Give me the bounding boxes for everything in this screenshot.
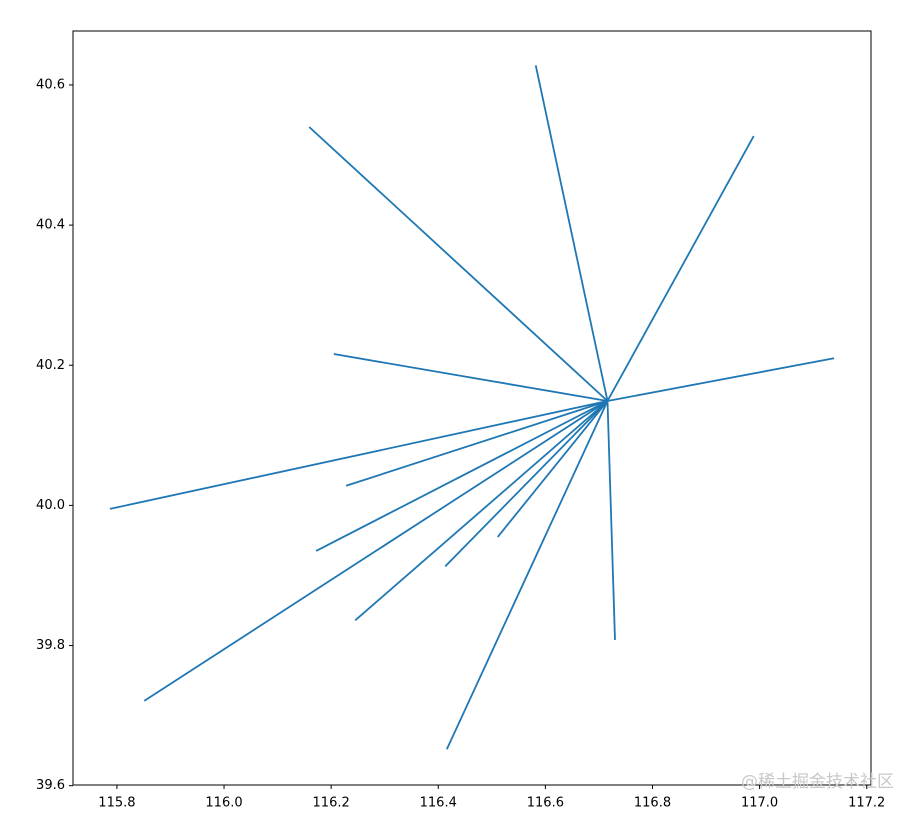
data-line [444,400,609,567]
data-line [446,400,609,750]
data-line [497,400,609,538]
y-tick-label: 40.6 [36,77,65,92]
x-tick-label: 116.0 [205,796,242,811]
y-tick-label: 40.2 [36,358,65,373]
y-tick-label: 39.8 [36,638,65,653]
x-tick-label: 116.6 [527,796,564,811]
x-tick-label: 116.4 [420,796,457,811]
x-tick-label: 117.0 [741,796,778,811]
data-line [606,400,616,640]
x-tick-label: 116.2 [313,796,350,811]
data-line [345,400,608,487]
x-tick-label: 117.2 [848,796,885,811]
data-line [143,400,608,702]
data-line [606,135,755,402]
data-line [315,400,608,552]
data-line [109,400,608,510]
watermark: @稀土掘金技术社区 [741,772,894,792]
data-line [333,353,608,402]
x-tick-label: 115.8 [98,796,135,811]
data-line [308,126,609,402]
data-line [354,400,609,622]
y-tick-label: 40.0 [36,498,65,513]
y-tick-label: 40.4 [36,218,65,233]
data-line [534,65,609,402]
x-tick-label: 116.8 [634,796,671,811]
data-line [607,357,835,402]
y-tick-label: 39.6 [36,778,65,793]
plot-frame [72,30,872,786]
